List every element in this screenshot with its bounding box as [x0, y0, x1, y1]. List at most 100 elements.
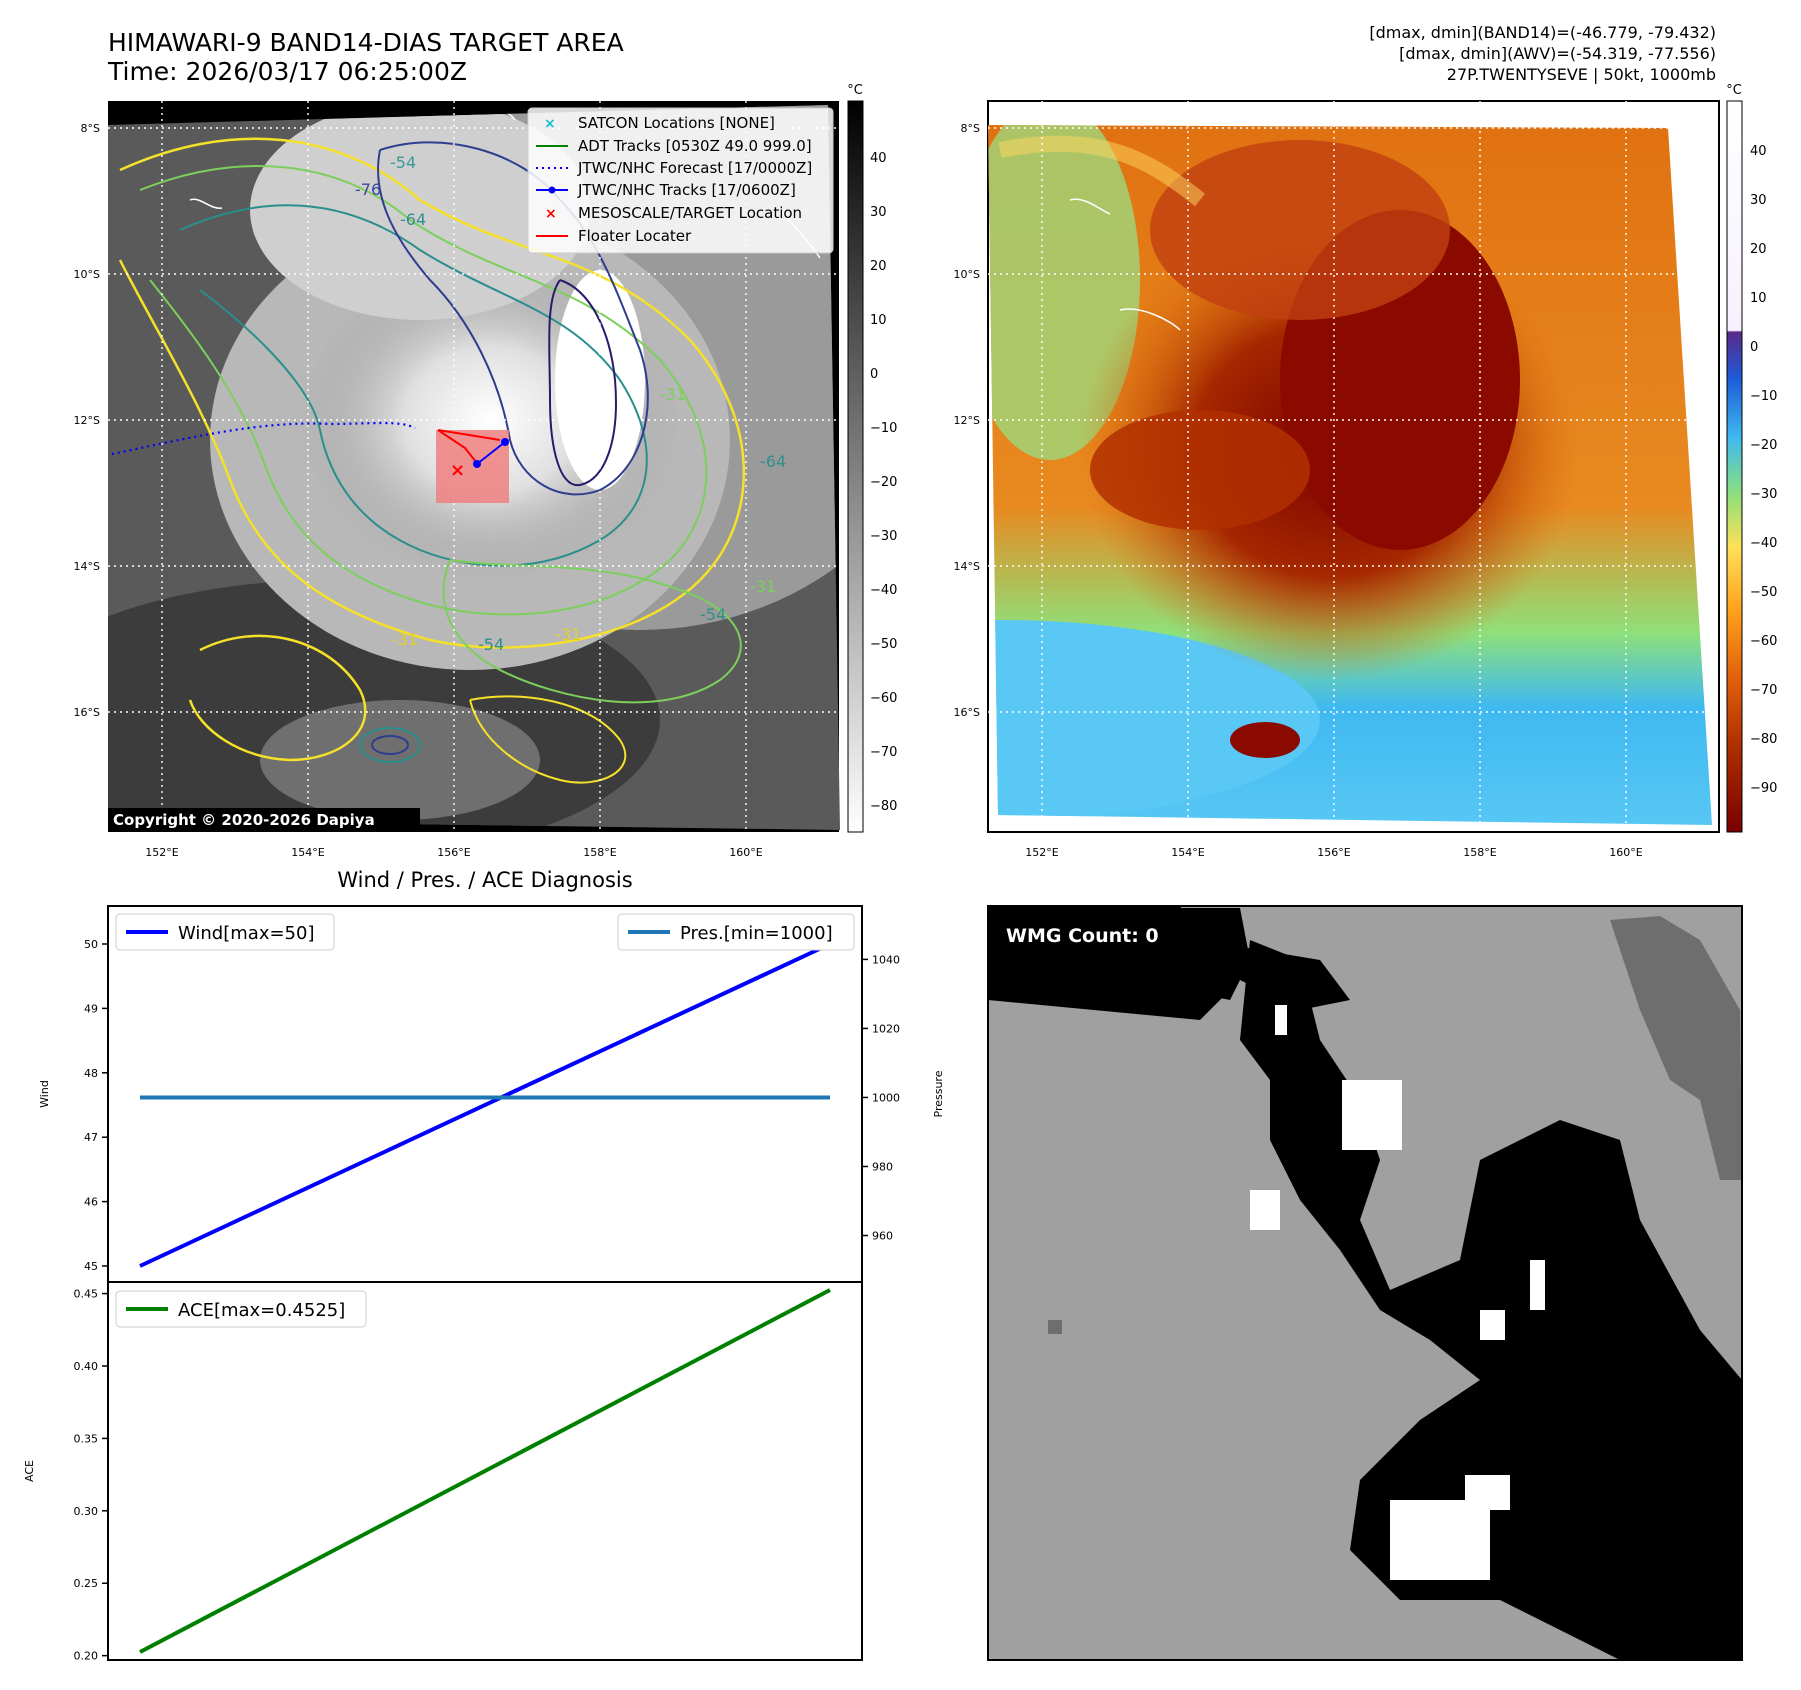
- contour-label: -31: [750, 577, 776, 596]
- colorbar-tick: −70: [870, 745, 897, 760]
- figure-time: Time: 2026/03/17 06:25:00Z: [107, 57, 467, 86]
- lon-label: 158°E: [583, 846, 616, 859]
- wind-pressure-axes: [107, 905, 863, 1283]
- legend-wind: Wind[max=50]: [178, 923, 315, 944]
- pressure-tick-label: 960: [872, 1229, 893, 1242]
- wind-legend: Wind[max=50]: [115, 913, 335, 951]
- copyright-label: Copyright © 2020-2026 Dapiya: [113, 811, 375, 829]
- contour-label: -31: [555, 625, 581, 644]
- pressure-y-ticks: 960 980 1000 1020 1040: [862, 953, 900, 1242]
- contour-label: -64: [760, 452, 786, 471]
- colorbar-tick: −50: [870, 637, 897, 652]
- pressure-axis-label: Pressure: [932, 1070, 945, 1117]
- contour-label: -54: [390, 153, 416, 172]
- pressure-tick-label: 1000: [872, 1091, 900, 1104]
- legend-adt: ADT Tracks [0530Z 49.0 999.0]: [578, 137, 812, 155]
- wind-tick-label: 49: [84, 1002, 98, 1015]
- lon-label: 160°E: [729, 846, 762, 859]
- awv-map-gridlines: [988, 101, 1719, 832]
- colorbar-tick: −60: [1750, 634, 1777, 649]
- dminmax-awv: [dmax, dmin](AWV)=(-54.319, -77.556): [1399, 44, 1716, 63]
- contour-label: -54: [700, 605, 726, 624]
- legend-floater: Floater Locater: [578, 227, 692, 245]
- dminmax-band14: [dmax, dmin](BAND14)=(-46.779, -79.432): [1369, 23, 1716, 42]
- wmg-count-label: WMG Count: 0: [1006, 925, 1159, 947]
- lat-label: 16°S: [954, 706, 980, 719]
- wind-tick-label: 48: [84, 1067, 98, 1080]
- mesoscale-target-box: [436, 430, 509, 503]
- wmg-panel: WMG Count: 0: [987, 905, 1743, 1661]
- awv-lon-labels: 152°E 154°E 156°E 158°E 160°E: [1025, 846, 1642, 859]
- lat-label: 12°S: [954, 414, 980, 427]
- colorbar-tick: −60: [870, 691, 897, 706]
- colorbar-tick: −80: [1750, 732, 1777, 747]
- colorbar-tick: 30: [870, 205, 887, 220]
- ace-tick-label: 0.25: [74, 1577, 99, 1590]
- ace-tick-label: 0.20: [74, 1650, 99, 1663]
- colorbar-tick: −20: [1750, 438, 1777, 453]
- lon-label: 152°E: [145, 846, 178, 859]
- lon-label: 152°E: [1025, 846, 1058, 859]
- ace-lines: [139, 1288, 831, 1654]
- ir-colorbar-ticks: 40 30 20 10 0 −10 −20 −30 −40 −50 −60 −7…: [870, 151, 897, 814]
- awv-map-panel: 8°S 10°S 12°S 14°S 16°S 152°E 154°E 156°…: [954, 83, 1778, 859]
- colorbar-tick: 30: [1750, 193, 1767, 208]
- diagnosis-title: Wind / Pres. / ACE Diagnosis: [337, 868, 632, 892]
- lat-label: 14°S: [954, 560, 980, 573]
- awv-colorbar: [1726, 100, 1743, 833]
- wind-tick-label: 47: [84, 1131, 98, 1144]
- awv-colorbar-unit: °C: [1726, 83, 1742, 98]
- wind-tick-label: 50: [84, 938, 98, 951]
- floater-locator-track: [437, 429, 477, 463]
- contour-label: -31: [392, 630, 418, 649]
- legend-satcon: SATCON Locations [NONE]: [578, 114, 775, 132]
- wind-pressure-lines: [139, 942, 831, 1268]
- colorbar-tick: −40: [870, 583, 897, 598]
- lon-label: 156°E: [1317, 846, 1350, 859]
- mesoscale-legend-icon: ×: [545, 206, 557, 222]
- lat-label: 10°S: [954, 268, 980, 281]
- storm-info: 27P.TWENTYSEVE | 50kt, 1000mb: [1447, 65, 1716, 84]
- colorbar-tick: −20: [870, 475, 897, 490]
- ace-tick-label: 0.30: [74, 1505, 99, 1518]
- contour-label: -76: [355, 180, 381, 199]
- ace-tick-label: 0.40: [74, 1360, 99, 1373]
- colorbar-tick: −40: [1750, 536, 1777, 551]
- lat-label: 8°S: [961, 122, 980, 135]
- colorbar-tick: −50: [1750, 585, 1777, 600]
- legend-pressure: Pres.[min=1000]: [680, 923, 833, 944]
- colorbar-tick: −90: [1750, 781, 1777, 796]
- colorbar-tick: 40: [870, 151, 887, 166]
- colorbar-tick: −30: [1750, 487, 1777, 502]
- lat-label: 8°S: [81, 122, 100, 135]
- colorbar-tick: −10: [870, 421, 897, 436]
- mesoscale-target-marker: ×: [450, 460, 465, 481]
- wind-series-line: [139, 942, 831, 1268]
- ace-axis-label: ACE: [23, 1460, 36, 1482]
- colorbar-tick: 0: [870, 367, 878, 382]
- colorbar-tick: 10: [870, 313, 887, 328]
- lat-label: 14°S: [74, 560, 100, 573]
- jtwc-nhc-track: [476, 441, 506, 465]
- lat-label: 16°S: [74, 706, 100, 719]
- lat-label: 10°S: [74, 268, 100, 281]
- wind-y-ticks: 45 46 47 48 49 50: [84, 938, 108, 1273]
- ir-colorbar-unit: °C: [847, 83, 863, 98]
- colorbar-tick: −80: [870, 799, 897, 814]
- wind-tick-label: 46: [84, 1196, 98, 1209]
- contour-label: -31: [660, 385, 686, 404]
- ir-colorbar: [847, 100, 864, 833]
- colorbar-tick: 20: [870, 259, 887, 274]
- pressure-tick-label: 1040: [872, 953, 900, 966]
- legend-jtwc-forecast: JTWC/NHC Forecast [17/0000Z]: [577, 159, 812, 177]
- contour-label-group: -54 -76 -64 -31 -64 -54 -31 -31 -54 -31: [355, 153, 786, 654]
- ace-y-ticks: 0.20 0.25 0.30 0.35 0.40 0.45: [74, 1288, 108, 1663]
- lon-label: 154°E: [1171, 846, 1204, 859]
- contour-label: -54: [478, 635, 504, 654]
- pressure-legend: Pres.[min=1000]: [617, 913, 855, 951]
- colorbar-tick: −10: [1750, 389, 1777, 404]
- ace-chart: ACE 0.20 0.25 0.30 0.35 0.40 0.45 ACE[max=0.4…: [23, 1281, 863, 1663]
- pressure-tick-label: 980: [872, 1160, 893, 1173]
- legend-jtwc-tracks: JTWC/NHC Tracks [17/0600Z]: [577, 181, 796, 199]
